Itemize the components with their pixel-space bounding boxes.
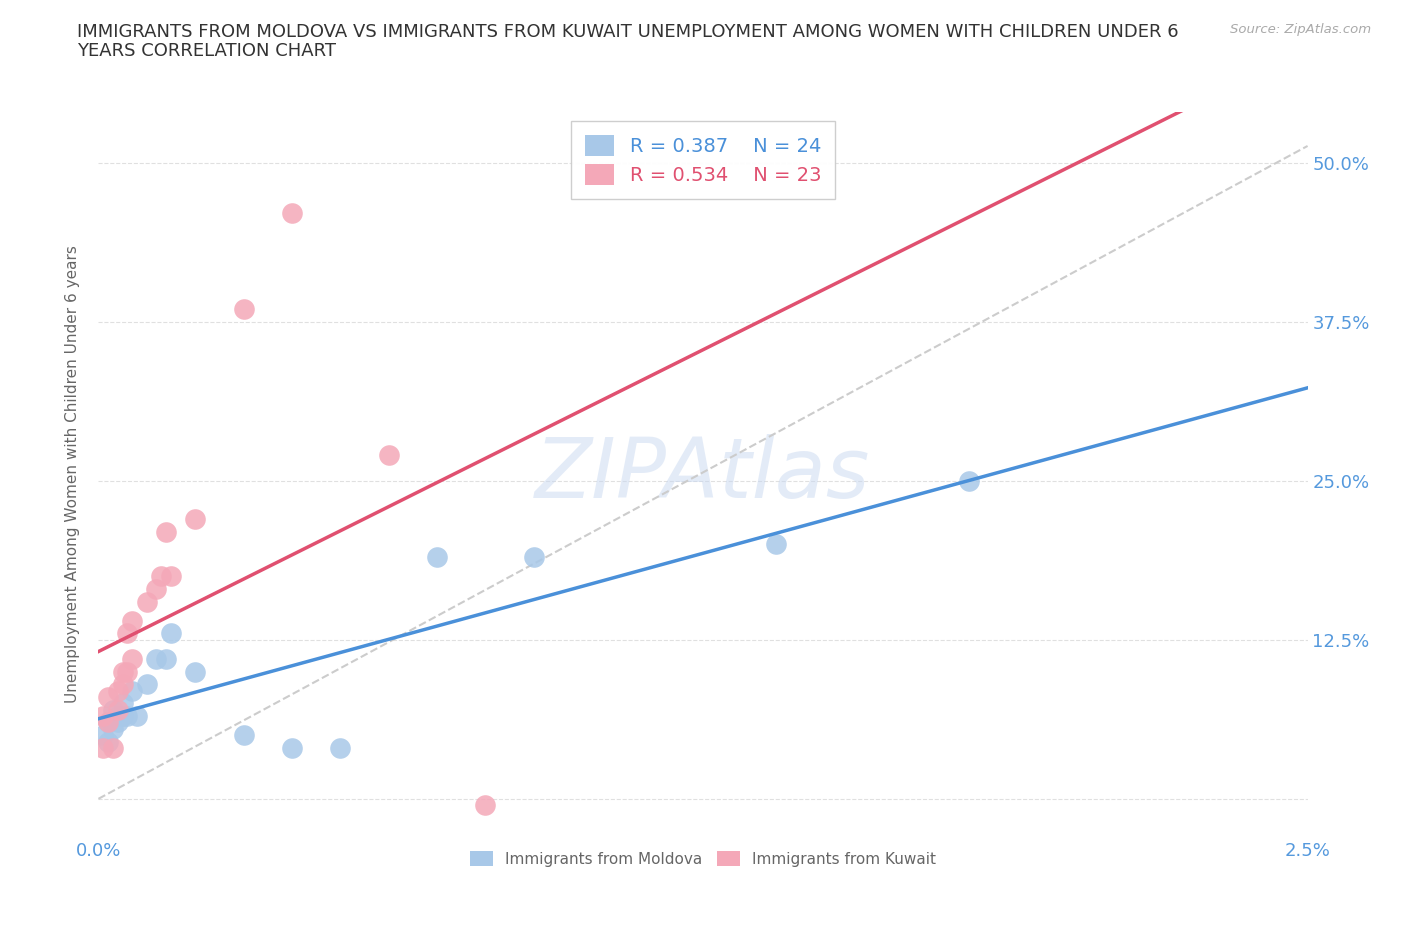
Point (117, 664, 139, 679)
Point (91, 740, 114, 755)
Point (97, 715, 120, 730)
Point (135, 594, 157, 609)
Point (135, 677, 157, 692)
Point (101, 740, 124, 755)
Point (101, 722, 124, 737)
Point (281, 206, 304, 220)
Point (91, 709, 114, 724)
Point (184, 512, 207, 526)
Point (91, 728, 114, 743)
Point (155, 525, 177, 539)
Point (329, 740, 352, 755)
Point (281, 740, 304, 755)
Point (232, 301, 254, 316)
Point (121, 613, 143, 628)
Y-axis label: Unemployment Among Women with Children Under 6 years: Unemployment Among Women with Children U… (65, 246, 80, 703)
Point (232, 728, 254, 743)
Point (145, 651, 167, 666)
Point (107, 702, 129, 717)
Point (150, 568, 173, 583)
Point (107, 709, 129, 724)
Point (160, 626, 183, 641)
Point (101, 702, 124, 717)
Point (127, 709, 149, 724)
Point (160, 568, 183, 583)
Point (523, 550, 546, 565)
Point (117, 626, 139, 641)
Point (377, 447, 399, 462)
Point (474, 798, 496, 813)
Point (121, 651, 143, 666)
Legend: Immigrants from Moldova, Immigrants from Kuwait: Immigrants from Moldova, Immigrants from… (464, 845, 942, 873)
Point (426, 550, 449, 565)
Point (121, 684, 143, 698)
Text: Source: ZipAtlas.com: Source: ZipAtlas.com (1230, 23, 1371, 36)
Point (97, 689, 120, 704)
Point (957, 473, 980, 488)
Point (107, 715, 129, 730)
Point (145, 581, 167, 596)
Point (111, 664, 134, 679)
Point (111, 677, 134, 692)
Text: YEARS CORRELATION CHART: YEARS CORRELATION CHART (77, 42, 336, 60)
Point (184, 664, 207, 679)
Point (97, 734, 120, 749)
Point (107, 684, 129, 698)
Point (97, 715, 120, 730)
Point (155, 651, 177, 666)
Point (765, 537, 787, 551)
Point (117, 709, 139, 724)
Point (111, 696, 134, 711)
Point (111, 709, 134, 724)
Text: IMMIGRANTS FROM MOLDOVA VS IMMIGRANTS FROM KUWAIT UNEMPLOYMENT AMONG WOMEN WITH : IMMIGRANTS FROM MOLDOVA VS IMMIGRANTS FR… (77, 23, 1180, 41)
Text: ZIPAtlas: ZIPAtlas (536, 433, 870, 515)
